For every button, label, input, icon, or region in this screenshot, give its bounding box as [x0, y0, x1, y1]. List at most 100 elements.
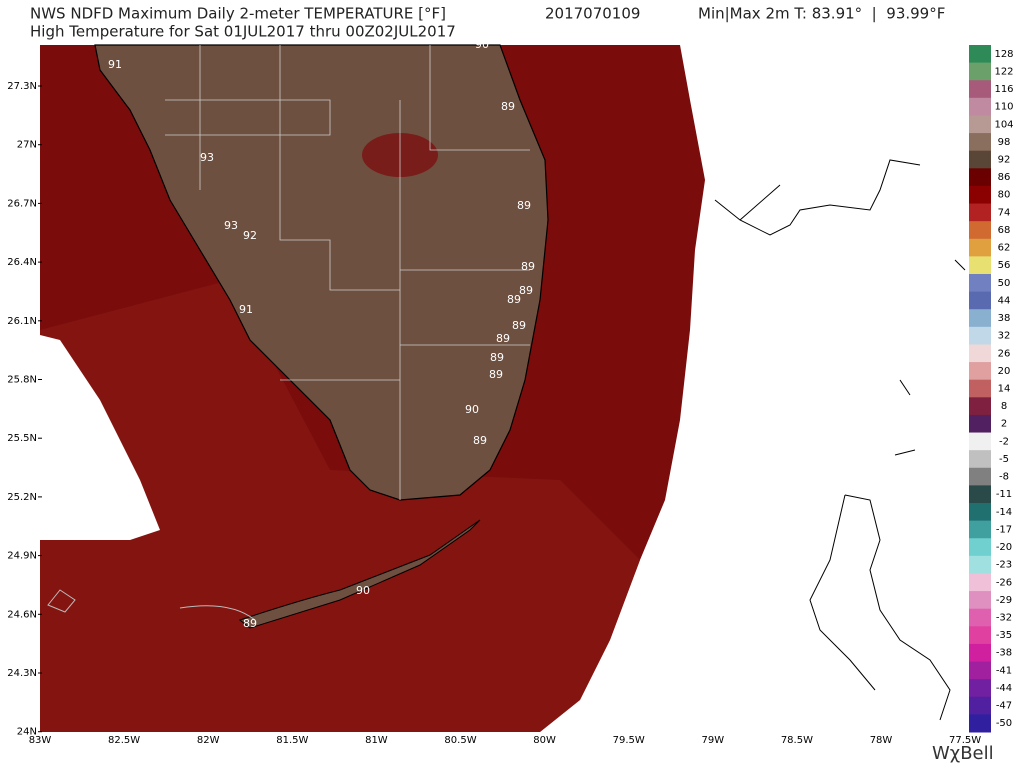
lat-label: 25.2N: [7, 492, 37, 503]
latitude-labels: 27.3N 27N 26.7N 26.4N 26.1N 25.8N 25.5N 25.2N 24…: [7, 81, 42, 738]
station-value: 89: [519, 284, 533, 297]
colorbar-swatch: [969, 696, 991, 715]
colorbar-label: 38: [998, 313, 1011, 324]
colorbar-swatch: [969, 714, 991, 733]
station-value: 90: [356, 584, 370, 597]
colorbar-label: -29: [996, 595, 1012, 606]
colorbar-label: -17: [996, 524, 1012, 535]
offshore-gradient: [40, 280, 640, 732]
colorbar-swatch: [969, 256, 991, 275]
lon-label: 77.5W: [949, 735, 981, 746]
colorbar-label: 2: [1001, 419, 1007, 430]
colorbar-swatch: [969, 185, 991, 205]
lon-label: 83W: [29, 735, 52, 746]
station-value: 89: [512, 319, 526, 332]
colorbar-swatch: [969, 450, 991, 469]
colorbar-label: -35: [996, 630, 1012, 641]
colorbar-swatch: [969, 62, 991, 81]
colorbar-swatch: [969, 274, 991, 293]
colorbar-label: 50: [998, 278, 1011, 289]
colorbar-label: 80: [998, 190, 1011, 201]
station-value: 89: [243, 617, 257, 630]
lon-label: 78.5W: [781, 735, 813, 746]
colorbar-label: 128: [994, 49, 1013, 60]
lat-label: 25.8N: [7, 375, 37, 386]
colorbar-swatch: [969, 221, 991, 240]
colorbar-label: -5: [999, 454, 1009, 465]
lat-label: 26.1N: [7, 316, 37, 327]
colorbar-swatch: [969, 503, 991, 522]
colorbar-label: -50: [996, 718, 1012, 729]
county-lines: [165, 45, 530, 500]
colorbar-swatch: [969, 309, 991, 328]
station-value: 89: [507, 293, 521, 306]
lat-label: 27N: [17, 140, 37, 151]
product-title: NWS NDFD Maximum Daily 2-meter TEMPERATU…: [30, 5, 446, 23]
colorbar-label: -8: [999, 472, 1009, 483]
colorbar-label: 14: [998, 384, 1011, 395]
station-value: 89: [489, 368, 503, 381]
colorbar-swatch: [969, 133, 991, 152]
lon-label: 82.5W: [108, 735, 140, 746]
colorbar-label: 68: [998, 225, 1011, 236]
lat-label: 25.5N: [7, 433, 37, 444]
colorbar-swatch: [969, 414, 991, 434]
colorbar-swatch: [969, 362, 991, 381]
longitude-labels: 83W 82.5W 82W 81.5W 81W 80.5W 80W 79.5W 79W 78.5W…: [29, 735, 982, 746]
lon-label: 81W: [365, 735, 388, 746]
colorbar-swatch: [969, 397, 991, 416]
colorbar-swatch: [969, 538, 991, 557]
station-value: 90: [465, 403, 479, 416]
lon-label: 79.5W: [613, 735, 645, 746]
map: [40, 44, 966, 732]
colorbar-label: 32: [998, 331, 1011, 342]
lon-label: 79W: [701, 735, 724, 746]
colorbar-label: 56: [998, 260, 1011, 271]
colorbar-label: 92: [998, 155, 1011, 166]
colorbar-swatch: [969, 626, 991, 645]
run-time: 2017070109: [545, 5, 640, 23]
lat-label: 24.9N: [7, 551, 37, 562]
lat-label: 27.3N: [7, 81, 37, 92]
colorbar-swatch: [969, 555, 991, 574]
station-value: 93: [200, 151, 214, 164]
lat-label: 24.3N: [7, 668, 37, 679]
colorbar-label: 74: [998, 207, 1011, 218]
lat-label: 26.4N: [7, 257, 37, 268]
lon-label: 80W: [533, 735, 556, 746]
colorbar-swatch: [969, 520, 991, 539]
colorbar-swatch: [969, 326, 991, 345]
colorbar-swatch: [969, 168, 991, 187]
colorbar-swatch: [969, 485, 991, 504]
lon-label: 80.5W: [444, 735, 476, 746]
colorbar-label: 122: [994, 66, 1013, 77]
lon-label: 81.5W: [276, 735, 308, 746]
colorbar-label: 8: [1001, 401, 1007, 412]
colorbar-swatch: [969, 115, 991, 134]
colorbar-swatch: [969, 661, 991, 680]
colorbar-swatch: [969, 344, 991, 363]
colorbar-label: 110: [994, 102, 1013, 113]
colorbar-label: -11: [996, 489, 1012, 500]
colorbar-swatch: [969, 45, 991, 64]
logo: WχBell: [932, 743, 994, 764]
colorbar-label: -23: [996, 560, 1012, 571]
colorbar-label: 104: [994, 119, 1013, 130]
colorbar-swatch: [969, 573, 991, 592]
station-value: 92: [243, 229, 257, 242]
station-value: 89: [517, 199, 531, 212]
colorbar-label: 116: [994, 84, 1013, 95]
colorbar-label: -14: [996, 507, 1012, 518]
colorbar-swatch: [969, 643, 991, 663]
min-max: Min|Max 2m T: 83.91° | 93.99°F: [698, 5, 945, 23]
colorbar-label: -2: [999, 436, 1009, 447]
station-value: 91: [239, 303, 253, 316]
colorbar-swatch: [969, 291, 991, 310]
colorbar-label: -44: [996, 683, 1012, 694]
colorbar-label: -32: [996, 613, 1012, 624]
colorbar-label: -41: [996, 665, 1012, 676]
colorbar-label: 20: [998, 366, 1011, 377]
lat-label: 24.6N: [7, 609, 37, 620]
colorbar-label: -47: [996, 701, 1012, 712]
